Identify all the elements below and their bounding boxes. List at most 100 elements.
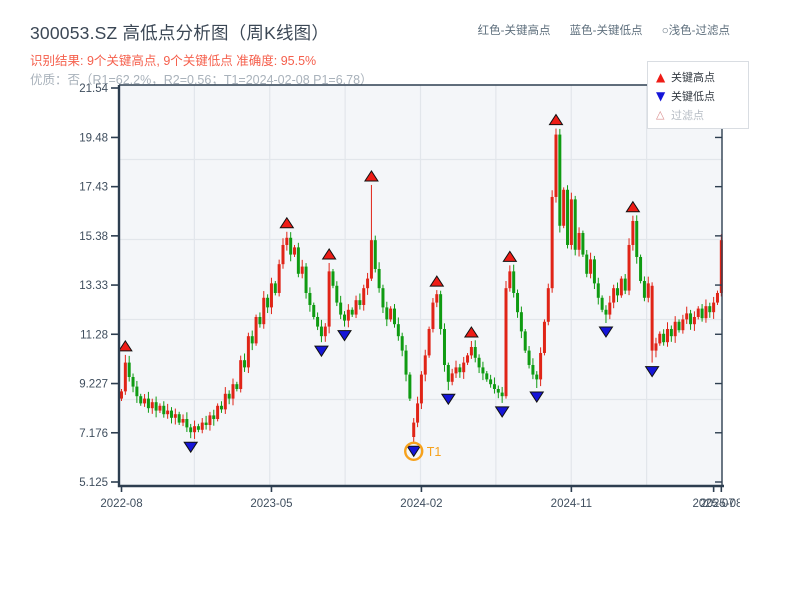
candle-body bbox=[535, 374, 539, 380]
candle-body bbox=[289, 237, 293, 255]
candle-body bbox=[250, 336, 254, 344]
candle-body bbox=[258, 316, 262, 325]
quality-summary-text: 优质：否（R1=62.2%，R2=0.56；T1=2024-02-08 P1=6… bbox=[30, 73, 373, 87]
candle-body bbox=[677, 321, 681, 331]
candle-body bbox=[323, 326, 327, 337]
candle-body bbox=[585, 254, 589, 274]
candle-body bbox=[462, 362, 466, 373]
candle-body bbox=[392, 308, 396, 325]
candle-body bbox=[715, 292, 719, 303]
candle-body bbox=[600, 297, 604, 310]
y-tick-label: 7.176 bbox=[79, 428, 108, 440]
candle-body bbox=[227, 393, 231, 399]
candle-body bbox=[708, 306, 712, 313]
t1-circle bbox=[404, 441, 424, 461]
candle-body bbox=[627, 244, 631, 291]
candle-body bbox=[281, 244, 285, 265]
candle-body bbox=[427, 328, 431, 356]
candle-body bbox=[139, 396, 143, 404]
candle-body bbox=[639, 256, 643, 281]
x-tick-label: 2024-02 bbox=[400, 498, 442, 510]
candle-body bbox=[669, 328, 673, 337]
x-tick-label: 2022-08 bbox=[100, 498, 142, 510]
candle-body bbox=[616, 288, 620, 296]
candle-body bbox=[442, 328, 446, 365]
candle-body bbox=[223, 393, 227, 410]
candle-body bbox=[592, 259, 596, 284]
candle-body bbox=[143, 398, 147, 404]
candle-body bbox=[566, 189, 570, 245]
candle-body bbox=[196, 426, 200, 430]
candle-body bbox=[193, 426, 197, 433]
candle-body bbox=[458, 367, 462, 373]
candle-body bbox=[689, 313, 693, 325]
candle-body bbox=[489, 379, 493, 385]
color-key-low: 蓝色-关键低点 bbox=[569, 25, 643, 37]
candle-body bbox=[700, 308, 704, 319]
key-low-marker bbox=[337, 330, 352, 342]
candle-body bbox=[346, 309, 350, 321]
candle-body bbox=[343, 314, 347, 321]
candle-body bbox=[554, 134, 558, 197]
candle-body bbox=[277, 264, 281, 293]
candle-body bbox=[542, 321, 546, 353]
candle-body bbox=[239, 360, 243, 389]
key-high-marker bbox=[625, 200, 641, 213]
y-tick-label: 21.54 bbox=[79, 83, 108, 95]
candle-body bbox=[400, 336, 404, 351]
candle-body bbox=[642, 280, 646, 298]
candle-body bbox=[527, 350, 531, 365]
candle-body bbox=[619, 278, 623, 296]
candle-body bbox=[612, 288, 616, 303]
key-low-marker bbox=[598, 326, 614, 338]
candle-body bbox=[120, 391, 123, 399]
candle-body bbox=[369, 240, 373, 279]
candle-body bbox=[504, 288, 508, 397]
candle-body bbox=[439, 294, 443, 329]
y-tick-label: 11.28 bbox=[80, 329, 108, 341]
candle-body bbox=[404, 350, 408, 375]
candle-body bbox=[331, 271, 335, 286]
key-high-marker bbox=[279, 216, 295, 229]
candle-body bbox=[366, 278, 370, 289]
candle-body bbox=[185, 418, 189, 428]
page-title: 300053.SZ 高低点分析图（周K线图） bbox=[30, 23, 330, 43]
candle-body bbox=[654, 343, 658, 351]
key-high-marker bbox=[321, 248, 337, 260]
candle-body bbox=[531, 364, 535, 375]
candle-body bbox=[273, 283, 277, 293]
candle-body bbox=[158, 405, 162, 411]
candle-body bbox=[712, 302, 716, 313]
candle-body bbox=[662, 333, 666, 343]
key-low-marker bbox=[183, 441, 199, 454]
key-low-marker bbox=[440, 393, 456, 406]
candle-body bbox=[692, 316, 696, 325]
candle-body bbox=[450, 373, 454, 382]
key-low-marker bbox=[406, 445, 422, 458]
y-tick-label: 13.33 bbox=[79, 280, 108, 292]
candle-body bbox=[516, 292, 520, 313]
candle-body bbox=[131, 376, 135, 387]
candle-body bbox=[254, 316, 258, 344]
red-up-triangle-icon: ▲ bbox=[656, 69, 666, 84]
candle-body bbox=[419, 374, 423, 404]
y-tick-label: 17.43 bbox=[79, 182, 108, 194]
candle-body bbox=[300, 266, 304, 274]
candle-body bbox=[446, 364, 450, 382]
legend-item-key-low: ▼ 关键低点 bbox=[656, 88, 715, 103]
candle-body bbox=[204, 422, 208, 425]
candle-body bbox=[650, 285, 654, 351]
candle-body bbox=[335, 285, 339, 303]
key-high-marker bbox=[502, 250, 518, 262]
candle-body bbox=[562, 189, 566, 226]
candle-body bbox=[200, 422, 204, 430]
key-low-marker bbox=[529, 391, 545, 403]
candle-body bbox=[319, 326, 323, 337]
candle-body bbox=[546, 288, 550, 322]
candle-body bbox=[631, 220, 635, 245]
key-high-marker bbox=[364, 170, 379, 182]
candle-body bbox=[685, 313, 689, 320]
candle-body bbox=[385, 307, 389, 320]
candle-body bbox=[373, 240, 377, 269]
candle-body bbox=[412, 422, 416, 437]
